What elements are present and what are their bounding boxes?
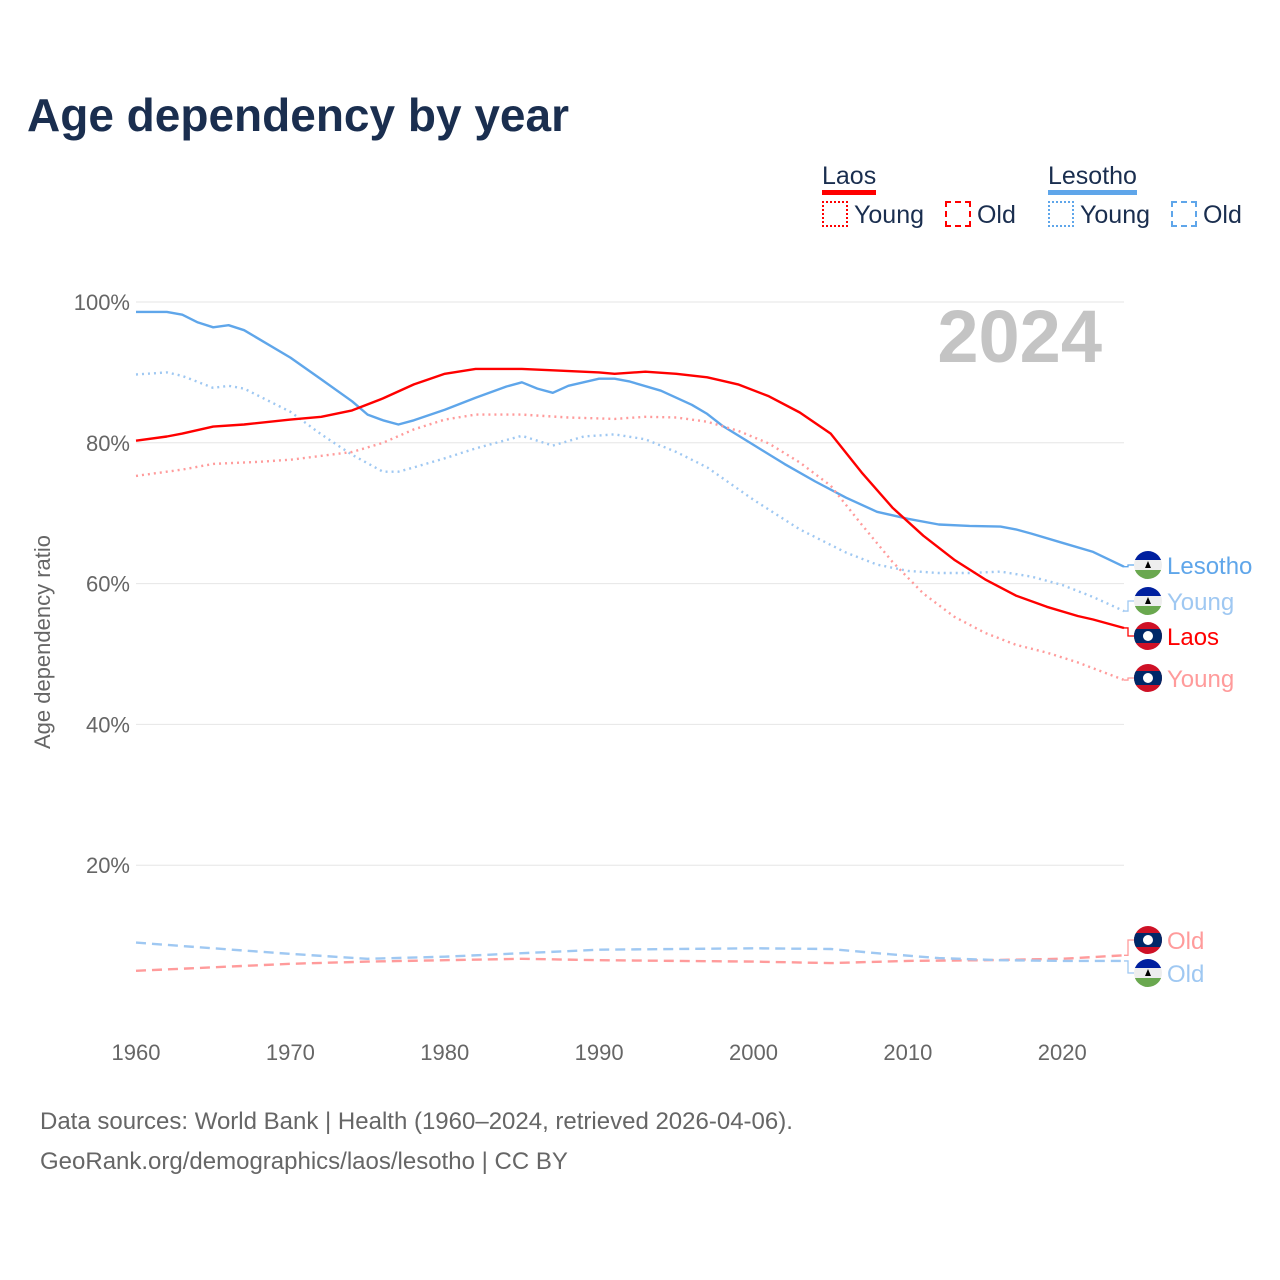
label-connector <box>1124 627 1134 637</box>
legend-laos-title: Laos <box>822 162 877 195</box>
y-tick-label: 80% <box>86 431 130 456</box>
series-line-laos-young <box>135 413 1125 682</box>
label-connector <box>1124 564 1134 568</box>
x-tick-label: 1970 <box>266 1040 315 1065</box>
chart-title: Age dependency by year <box>27 89 569 141</box>
legend-lesotho-title: Lesotho <box>1048 162 1137 195</box>
legend-laos-old: Old <box>976 201 1016 229</box>
y-tick-label: 100% <box>74 290 130 315</box>
series-line-lesotho-young <box>135 371 1125 613</box>
label-connector <box>1124 677 1134 681</box>
source-url: GeoRank.org/demographics/laos/lesotho | … <box>40 1148 568 1175</box>
end-label: Lesotho <box>1167 553 1252 580</box>
x-tick-label: 1960 <box>112 1040 161 1065</box>
series-line-laos-old <box>135 954 1125 972</box>
laos-flag-icon <box>1134 926 1162 954</box>
laos-flag-icon <box>1134 622 1162 650</box>
laos-flag-icon <box>1134 664 1162 692</box>
label-connector <box>1124 939 1134 956</box>
source-line: Data sources: World Bank | Health (1960–… <box>40 1108 793 1135</box>
legend-laos-young: Young <box>854 201 924 229</box>
end-label: Young <box>1167 589 1234 616</box>
year-watermark: 2024 <box>937 295 1102 378</box>
x-tick-label: 1980 <box>420 1040 469 1065</box>
x-tick-label: 2020 <box>1038 1040 1087 1065</box>
lesotho-flag-icon <box>1134 959 1162 987</box>
y-tick-label: 60% <box>86 572 130 597</box>
legend-lesotho: Lesotho Young Old <box>1048 162 1242 230</box>
legend-dashed-swatch <box>944 201 971 227</box>
end-label: Young <box>1167 666 1234 693</box>
label-connector <box>1124 600 1134 612</box>
y-tick-label: 20% <box>86 853 130 878</box>
legend-dotted-swatch <box>1048 201 1074 227</box>
legend-lesotho-young: Young <box>1080 201 1150 229</box>
y-tick-label: 40% <box>86 712 130 737</box>
end-label: Laos <box>1167 624 1219 651</box>
lesotho-flag-icon <box>1134 551 1162 579</box>
label-connector <box>1124 960 1134 974</box>
legend-dashed-swatch <box>1170 201 1197 227</box>
legend-dotted-swatch <box>822 201 848 227</box>
end-label: Old <box>1167 961 1204 988</box>
lesotho-flag-icon <box>1134 587 1162 615</box>
legend-laos: Laos Young Old <box>822 162 1016 230</box>
series-line-lesotho <box>136 310 1125 568</box>
x-tick-label: 1990 <box>575 1040 624 1065</box>
x-tick-label: 2010 <box>883 1040 932 1065</box>
series-line-laos <box>135 367 1125 630</box>
y-axis-label: Age dependency ratio <box>30 535 55 749</box>
end-label: Old <box>1167 928 1204 955</box>
legend-lesotho-old: Old <box>1202 201 1242 229</box>
x-tick-label: 2000 <box>729 1040 778 1065</box>
series-line-lesotho-old <box>135 941 1124 963</box>
